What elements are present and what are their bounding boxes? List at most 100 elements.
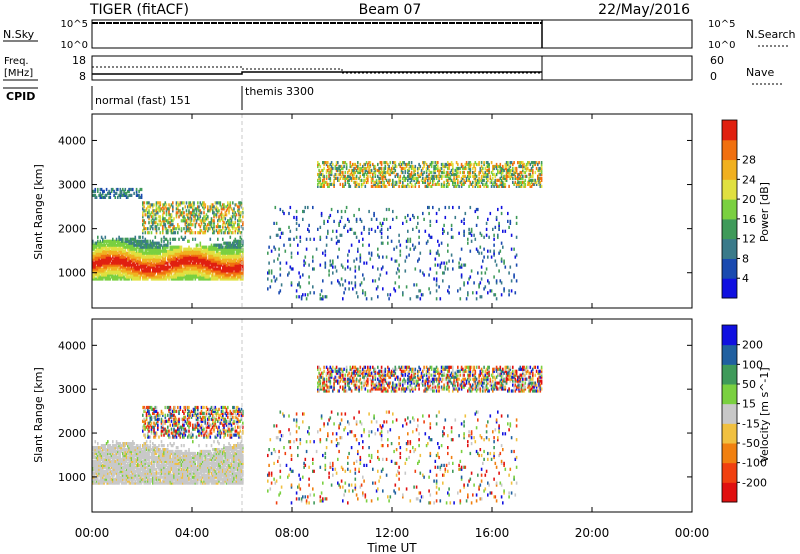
power-cell [202,263,204,267]
power-cell [279,289,282,293]
power-cell [188,257,190,261]
nave-trace [92,66,542,74]
power-cell [488,166,490,171]
power-cell [289,265,292,269]
power-cell [95,195,98,199]
power-cell [134,237,137,241]
power-cell [500,241,503,245]
power-cell [370,168,373,173]
power-cell [495,178,498,182]
power-cell [420,178,423,182]
power-cell [179,255,182,259]
power-cell [115,255,118,259]
power-cell [207,247,209,251]
power-cell [227,275,229,279]
power-cell [152,275,154,279]
power-cell [403,166,405,171]
power-cell [195,269,198,273]
power-cell [230,261,233,265]
power-cell [143,269,145,273]
power-cell [229,229,232,233]
power-cell [117,241,119,245]
power-cell [432,176,434,180]
power-cell [129,253,132,257]
power-cell [467,293,469,297]
velocity-cell [99,463,102,467]
power-cell [178,261,180,265]
power-cell [329,162,332,167]
power-cell [187,247,189,251]
power-cell [93,189,95,193]
power-cell [213,267,215,271]
power-cell [103,269,105,273]
power-cell [165,245,168,249]
power-cell [365,166,368,171]
power-cell [202,275,204,279]
power-cell [540,170,543,175]
power-cell [500,259,503,263]
power-cell [417,166,419,171]
velocity-cell [118,461,120,465]
power-cell [238,273,240,277]
power-cell [480,265,483,269]
power-cell [203,231,205,235]
power-cell [218,247,220,251]
power-cell [119,247,122,251]
power-cell [123,259,125,263]
power-cell [99,253,102,257]
power-cell [527,182,529,186]
power-cell [223,205,225,209]
power-cell [457,178,459,182]
power-cell [330,237,333,241]
power-cell [133,263,135,267]
power-cell [172,255,174,259]
velocity-cell [105,442,108,446]
power-cell [97,271,99,275]
power-colorbar-segment [722,238,737,259]
power-cell [447,289,449,293]
power-cell [139,271,142,275]
power-cell [339,170,342,175]
power-cell [502,182,504,186]
velocity-cell [120,471,123,475]
power-cell [423,180,425,184]
power-cell [535,182,538,186]
power-cell [124,261,127,265]
power-cell [430,176,433,180]
power-cell [130,265,133,269]
power-cell [507,168,509,173]
power-cell [322,180,324,184]
power-cell [238,213,240,217]
power-cell [380,223,383,227]
power-cell [499,180,502,184]
power-cell [109,195,112,199]
power-cell [237,259,239,263]
power-cell [132,241,134,245]
power-cell [398,275,400,279]
velocity-cell [109,477,112,481]
velocity-cell [105,451,108,456]
velocity-cell [94,448,97,452]
velocity-cell [115,473,118,477]
power-cell [155,249,158,253]
power-cell [377,184,379,188]
power-cell [173,275,175,279]
power-cell [373,182,375,186]
velocity-cell [112,449,114,454]
velocity-cell [104,461,107,465]
power-cell [194,237,197,241]
power-cell [173,225,175,229]
power-cell [185,209,188,213]
power-cell [499,170,502,175]
power-cell [468,227,470,231]
velocity-cell [97,449,99,454]
power-cell [97,257,99,261]
power-cell [218,261,220,265]
power-cell [178,209,180,213]
power-cell [200,273,203,277]
power-cell [460,263,463,267]
velocity-cell [107,481,109,485]
power-cell [483,184,485,188]
power-cell [497,164,499,169]
power-cell [104,275,107,279]
